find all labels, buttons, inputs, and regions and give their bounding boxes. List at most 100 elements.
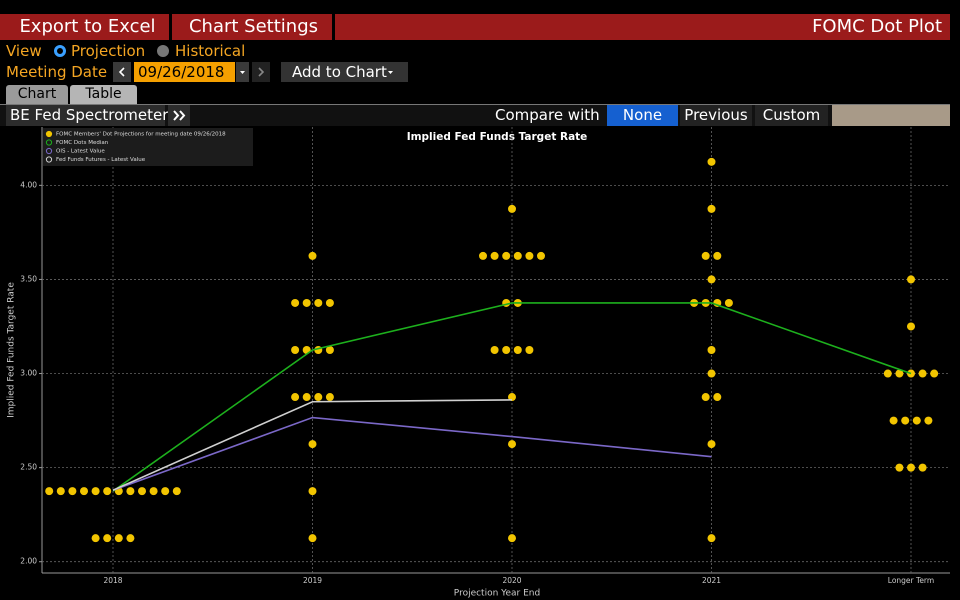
settings-button[interactable]: Chart Settings bbox=[175, 14, 335, 40]
dot bbox=[314, 298, 323, 307]
dot bbox=[907, 322, 915, 331]
tab[interactable]: Table bbox=[70, 85, 137, 104]
expand-button[interactable] bbox=[168, 105, 190, 126]
spectrometer-button[interactable]: BE Fed Spectrometer bbox=[6, 105, 168, 126]
y-tick-label: 2.50 bbox=[20, 463, 37, 472]
dot bbox=[325, 346, 334, 354]
dot bbox=[724, 298, 733, 307]
legend-swatch bbox=[45, 156, 53, 163]
x-tick-label: Longer Term bbox=[888, 576, 934, 585]
dot bbox=[479, 251, 487, 260]
dot bbox=[490, 346, 499, 354]
dot bbox=[513, 346, 522, 354]
y-axis-title: Implied Fed Funds Target Rate bbox=[7, 282, 17, 418]
view-option[interactable]: Projection bbox=[71, 42, 146, 60]
x-tick-label: 2021 bbox=[702, 576, 721, 585]
legend-label: OIS - Latest Value bbox=[56, 149, 105, 155]
x-tick-label: 2020 bbox=[502, 576, 521, 585]
date-input[interactable]: 09/26/2018 bbox=[134, 62, 235, 82]
radio-selected[interactable] bbox=[54, 45, 66, 57]
dot bbox=[525, 346, 534, 354]
dot bbox=[490, 251, 499, 260]
tab-line bbox=[0, 104, 950, 105]
icon bbox=[388, 71, 393, 74]
y-tick-label: 3.00 bbox=[20, 369, 37, 378]
legend: FOMC Members' Dot Projections for meetin… bbox=[43, 128, 253, 166]
dot bbox=[161, 487, 170, 496]
dot bbox=[91, 534, 100, 543]
icon bbox=[118, 67, 125, 77]
dot bbox=[302, 393, 311, 402]
window-title: FOMC Dot Plot bbox=[812, 14, 942, 40]
dot bbox=[308, 487, 317, 496]
icon bbox=[240, 71, 245, 74]
dot bbox=[889, 416, 898, 425]
dot bbox=[325, 393, 334, 402]
dot bbox=[707, 440, 716, 449]
compare-label: Compare with bbox=[495, 106, 600, 124]
dot bbox=[707, 157, 716, 166]
tab[interactable]: Chart bbox=[6, 85, 68, 104]
x-tick-label: 2018 bbox=[103, 576, 122, 585]
compare-option[interactable]: Previous bbox=[680, 105, 752, 126]
add-to-chart[interactable]: Add to Chart bbox=[281, 62, 408, 82]
radio[interactable] bbox=[157, 45, 169, 57]
next-button[interactable] bbox=[252, 62, 270, 82]
icon bbox=[258, 67, 265, 77]
y-tick-label: 3.50 bbox=[20, 274, 37, 283]
dot bbox=[707, 369, 716, 378]
dot bbox=[291, 393, 300, 402]
compare-option[interactable]: Custom bbox=[755, 105, 828, 126]
view-label: View bbox=[6, 42, 42, 60]
dot bbox=[713, 251, 722, 260]
dot bbox=[525, 251, 534, 260]
legend-label: FOMC Members' Dot Projections for meetin… bbox=[56, 132, 226, 138]
dot bbox=[701, 251, 710, 260]
dot bbox=[291, 346, 300, 354]
date-dropdown[interactable] bbox=[236, 62, 249, 82]
meeting-date-label: Meeting Date bbox=[6, 63, 108, 81]
dot bbox=[707, 346, 716, 354]
dot bbox=[502, 346, 511, 354]
chart-bg bbox=[0, 127, 960, 600]
y-tick-label: 4.00 bbox=[20, 180, 37, 189]
dot bbox=[508, 534, 516, 543]
dot bbox=[901, 416, 910, 425]
dot bbox=[502, 251, 511, 260]
dot bbox=[126, 487, 135, 496]
y-tick-label: 2.00 bbox=[20, 557, 37, 566]
dot bbox=[713, 393, 722, 402]
legend-label: Fed Funds Futures - Latest Value bbox=[56, 157, 146, 163]
series-line bbox=[112, 416, 712, 491]
view-option[interactable]: Historical bbox=[175, 42, 246, 60]
prev-button[interactable] bbox=[113, 62, 131, 82]
dot bbox=[302, 298, 311, 307]
dot bbox=[508, 393, 516, 402]
series-line bbox=[112, 399, 513, 491]
x-tick-label: 2019 bbox=[303, 576, 322, 585]
dot bbox=[45, 487, 54, 496]
dot bbox=[308, 251, 317, 260]
export-button[interactable]: Export to Excel bbox=[6, 14, 172, 40]
custom-dropdown[interactable] bbox=[832, 105, 950, 126]
series-line bbox=[112, 302, 912, 492]
dot bbox=[918, 463, 927, 472]
legend-swatch bbox=[45, 139, 53, 146]
dot bbox=[325, 298, 334, 307]
dot bbox=[707, 204, 716, 213]
dot bbox=[930, 369, 939, 378]
dot bbox=[924, 416, 933, 425]
compare-option[interactable]: None bbox=[607, 105, 678, 126]
dot bbox=[537, 251, 545, 260]
dot bbox=[707, 534, 716, 543]
dot bbox=[68, 487, 77, 496]
dot bbox=[138, 487, 146, 496]
dot bbox=[707, 275, 716, 284]
dot bbox=[308, 534, 317, 543]
dot bbox=[508, 204, 516, 213]
x-axis-title: Projection Year End bbox=[454, 589, 540, 599]
dot bbox=[895, 369, 904, 378]
dot bbox=[80, 487, 88, 496]
legend-box bbox=[43, 128, 253, 166]
dot bbox=[508, 440, 516, 449]
